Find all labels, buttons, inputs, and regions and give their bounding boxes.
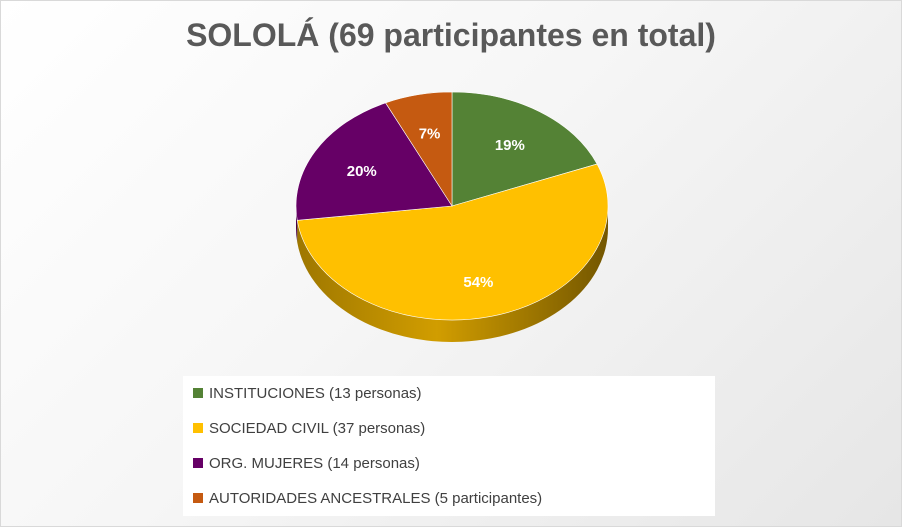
legend-item-1: INSTITUCIONES (13 personas) <box>193 381 422 405</box>
pie-slice-side-2 <box>297 206 608 343</box>
pie-slice-2 <box>296 163 609 321</box>
legend-label: AUTORIDADES ANCESTRALES (5 participantes… <box>209 489 543 507</box>
legend-swatch <box>193 493 203 503</box>
data-label-4: 7% <box>419 126 441 143</box>
legend-label: INSTITUCIONES (13 personas) <box>209 384 422 402</box>
pie-chart: 19% 54% 20% 7% <box>295 91 609 343</box>
legend-item-4: AUTORIDADES ANCESTRALES (5 participantes… <box>193 486 542 510</box>
legend-item-2: SOCIEDAD CIVIL (37 personas) <box>193 416 425 440</box>
legend-label: SOCIEDAD CIVIL (37 personas) <box>209 419 426 437</box>
pie-slice-3 <box>295 102 453 221</box>
legend-swatch <box>193 423 203 433</box>
data-label-2: 54% <box>463 274 493 291</box>
legend-swatch <box>193 458 203 468</box>
legend-label: ORG. MUJERES (14 personas) <box>209 454 420 472</box>
legend-item-3: ORG. MUJERES (14 personas) <box>193 451 420 475</box>
pie-slice-4 <box>385 91 453 208</box>
data-label-3: 20% <box>347 163 377 180</box>
chart-legend: INSTITUCIONES (13 personas) SOCIEDAD CIVI… <box>183 376 715 516</box>
chart-title: SOLOLÁ (69 participantes en total) <box>186 17 716 53</box>
data-label-1: 19% <box>495 137 525 154</box>
legend-swatch <box>193 388 203 398</box>
pie-slice-1 <box>451 91 598 207</box>
